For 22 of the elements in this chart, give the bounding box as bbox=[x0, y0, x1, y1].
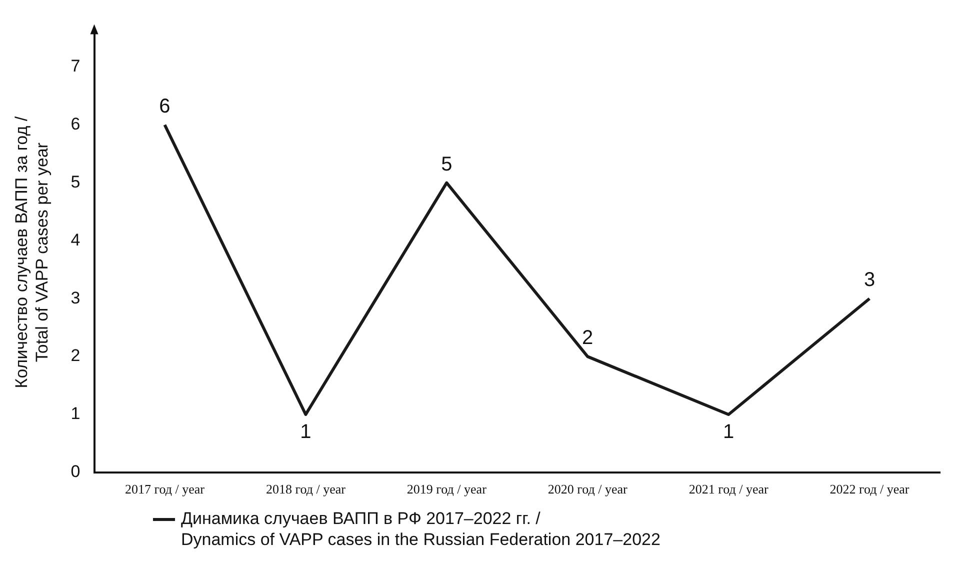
y-tick-label: 5 bbox=[70, 172, 80, 192]
data-label: 2 bbox=[582, 327, 594, 350]
y-tick-label: 0 bbox=[70, 462, 80, 482]
x-tick-label: 2022 год / year bbox=[830, 482, 910, 497]
data-label: 3 bbox=[864, 269, 876, 292]
x-tick-label: 2021 год / year bbox=[688, 482, 769, 497]
x-tick-label: 2020 год / year bbox=[548, 482, 628, 497]
x-tick-label: 2018 год / year bbox=[266, 482, 346, 497]
y-tick-label: 7 bbox=[70, 56, 80, 76]
y-tick-label: 1 bbox=[70, 404, 80, 424]
y-tick-label: 3 bbox=[70, 288, 80, 308]
data-label: 1 bbox=[300, 420, 312, 443]
y-tick-label: 4 bbox=[70, 230, 80, 250]
data-label: 1 bbox=[723, 420, 734, 443]
x-tick-label: 2017 год / year bbox=[124, 482, 206, 497]
y-tick-label: 2 bbox=[70, 346, 80, 366]
y-axis-title: Количество случаев ВАПП за год / Total of VAPP cases per year bbox=[12, 116, 52, 388]
legend-label: Динамика случаев ВАПП в РФ 2017–2022 гг. / Dynamics of VAPP cases in the Russian Federation 2017–2022 bbox=[181, 508, 660, 550]
data-label: 6 bbox=[159, 95, 170, 118]
y-tick-label: 6 bbox=[70, 114, 80, 134]
x-tick-label: 2019 год / year bbox=[406, 482, 488, 497]
data-label: 5 bbox=[441, 153, 452, 176]
